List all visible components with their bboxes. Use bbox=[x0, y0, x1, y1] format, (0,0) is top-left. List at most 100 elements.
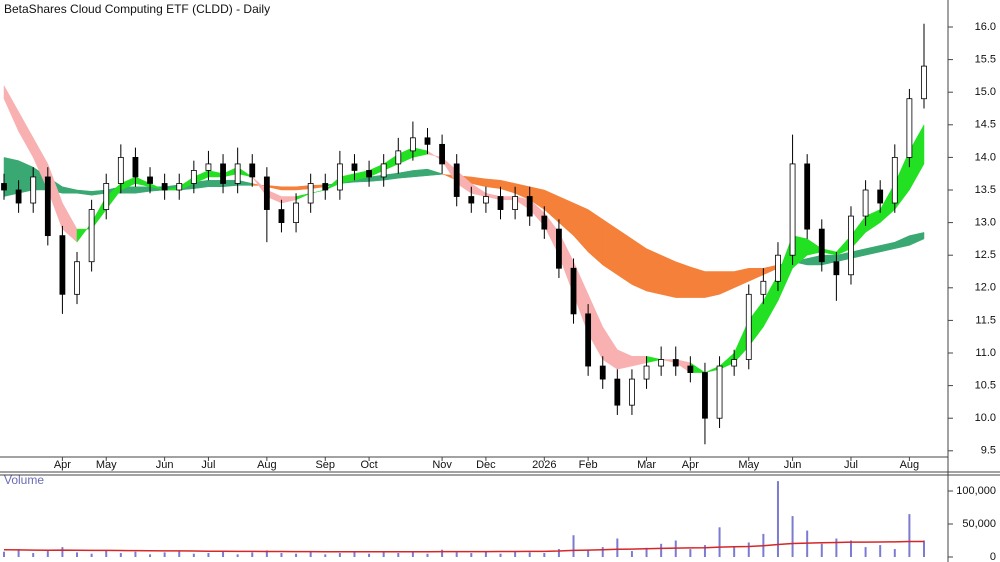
candle-body bbox=[15, 189, 22, 204]
y-tick-label: 100,000 bbox=[956, 485, 996, 497]
volume-average bbox=[3, 540, 924, 553]
y-tick-label: 9.5 bbox=[981, 445, 996, 457]
candle-body bbox=[380, 163, 387, 178]
volume-bar bbox=[178, 551, 181, 557]
volume-bar bbox=[747, 542, 750, 557]
y-tick-label: 10.5 bbox=[975, 380, 996, 392]
volume-bar bbox=[630, 551, 633, 557]
volume-bar bbox=[222, 551, 225, 557]
candle-body bbox=[862, 189, 869, 217]
candle-body bbox=[263, 176, 270, 210]
volume-bar bbox=[849, 540, 852, 557]
candle-body bbox=[745, 293, 752, 360]
y-tick-label: 50,000 bbox=[962, 518, 996, 530]
candle-body bbox=[132, 156, 139, 178]
candle-body bbox=[453, 163, 460, 197]
candle-body bbox=[439, 143, 445, 165]
candle-body bbox=[117, 156, 124, 184]
candle-body bbox=[614, 378, 621, 406]
x-tick-label: Jun bbox=[156, 459, 174, 471]
ribbon-segment bbox=[690, 266, 706, 298]
volume-bar bbox=[879, 545, 882, 557]
volume-bar bbox=[251, 552, 254, 557]
volume-bar bbox=[397, 553, 400, 557]
volume-bar bbox=[236, 554, 239, 557]
ribbon-segment bbox=[281, 186, 297, 191]
candle-body bbox=[891, 156, 898, 204]
candle-body bbox=[716, 365, 723, 419]
x-tick-label: Apr bbox=[682, 459, 699, 471]
y-tick-label: 14.5 bbox=[975, 119, 996, 131]
candle-body bbox=[629, 378, 635, 406]
y-tick-label: 13.0 bbox=[975, 217, 996, 229]
volume-bar bbox=[528, 552, 531, 557]
volume-bar bbox=[660, 543, 663, 557]
volume-bar bbox=[192, 553, 195, 557]
x-tick-label: Mar bbox=[637, 459, 656, 471]
candle-body bbox=[424, 137, 431, 145]
candle-body bbox=[409, 137, 416, 152]
candle-body bbox=[731, 359, 738, 367]
candle-body bbox=[176, 183, 183, 191]
candle-body bbox=[278, 209, 285, 223]
candle-body bbox=[147, 176, 153, 184]
candle-body bbox=[672, 359, 679, 367]
volume-bar bbox=[923, 540, 925, 557]
volume-bar bbox=[601, 547, 604, 557]
y-tick-label: 11.5 bbox=[975, 314, 996, 326]
volume-bar bbox=[411, 551, 414, 557]
candle-body bbox=[818, 228, 825, 263]
volume-bar bbox=[587, 550, 590, 557]
candle-body bbox=[921, 65, 927, 100]
volume-bar bbox=[382, 551, 385, 557]
volume-bar bbox=[645, 547, 648, 557]
volume-bar bbox=[820, 543, 823, 557]
ribbon-segment bbox=[646, 248, 662, 295]
ribbon-segment bbox=[485, 178, 501, 189]
volume-bar bbox=[572, 535, 575, 557]
candle-body bbox=[88, 209, 95, 263]
candle-body bbox=[103, 183, 110, 210]
y-tick-label: 14.0 bbox=[975, 151, 996, 163]
y-tick-label: 15.0 bbox=[975, 86, 996, 98]
candle-body bbox=[541, 215, 548, 230]
volume-bar bbox=[455, 552, 458, 557]
volume-bar bbox=[61, 547, 64, 557]
x-tick-label: Jul bbox=[844, 459, 858, 471]
volume-bar bbox=[324, 554, 327, 557]
x-tick-label: Dec bbox=[476, 459, 496, 471]
volume-bar bbox=[484, 551, 487, 557]
candles bbox=[1, 23, 927, 445]
candle-body bbox=[570, 267, 577, 315]
candle-body bbox=[1, 183, 7, 191]
y-tick-label: 10.0 bbox=[975, 412, 996, 424]
candle-body bbox=[395, 150, 402, 165]
y-tick-label: 11.0 bbox=[975, 347, 996, 359]
candle-body bbox=[44, 176, 51, 237]
candle-body bbox=[775, 254, 781, 282]
candle-body bbox=[833, 261, 840, 276]
candle-body bbox=[30, 176, 37, 204]
candle-body bbox=[59, 235, 66, 295]
volume-bar bbox=[791, 516, 794, 557]
volume-bar bbox=[3, 551, 5, 557]
candle-body bbox=[512, 196, 519, 210]
y-tick-label: 15.5 bbox=[975, 54, 996, 66]
volume-bar bbox=[557, 549, 560, 557]
volume-bar bbox=[441, 549, 444, 557]
volume-bar bbox=[309, 551, 312, 557]
x-tick-label: Aug bbox=[900, 459, 920, 471]
candle-body bbox=[220, 163, 226, 184]
y-tick-label: 13.5 bbox=[975, 184, 996, 196]
volume-bar bbox=[46, 551, 49, 557]
volume-bar bbox=[718, 527, 721, 557]
volume-bar bbox=[280, 553, 283, 557]
x-tick-label: Oct bbox=[361, 459, 378, 471]
volume-bar bbox=[368, 553, 371, 557]
volume-panel: 0 50,000 100,000 bbox=[3, 481, 996, 562]
candle-body bbox=[760, 280, 767, 295]
volume-bar bbox=[733, 547, 736, 557]
x-tick-label: May bbox=[96, 459, 117, 471]
x-tick-label: Jul bbox=[201, 459, 215, 471]
volume-bar bbox=[864, 547, 867, 557]
